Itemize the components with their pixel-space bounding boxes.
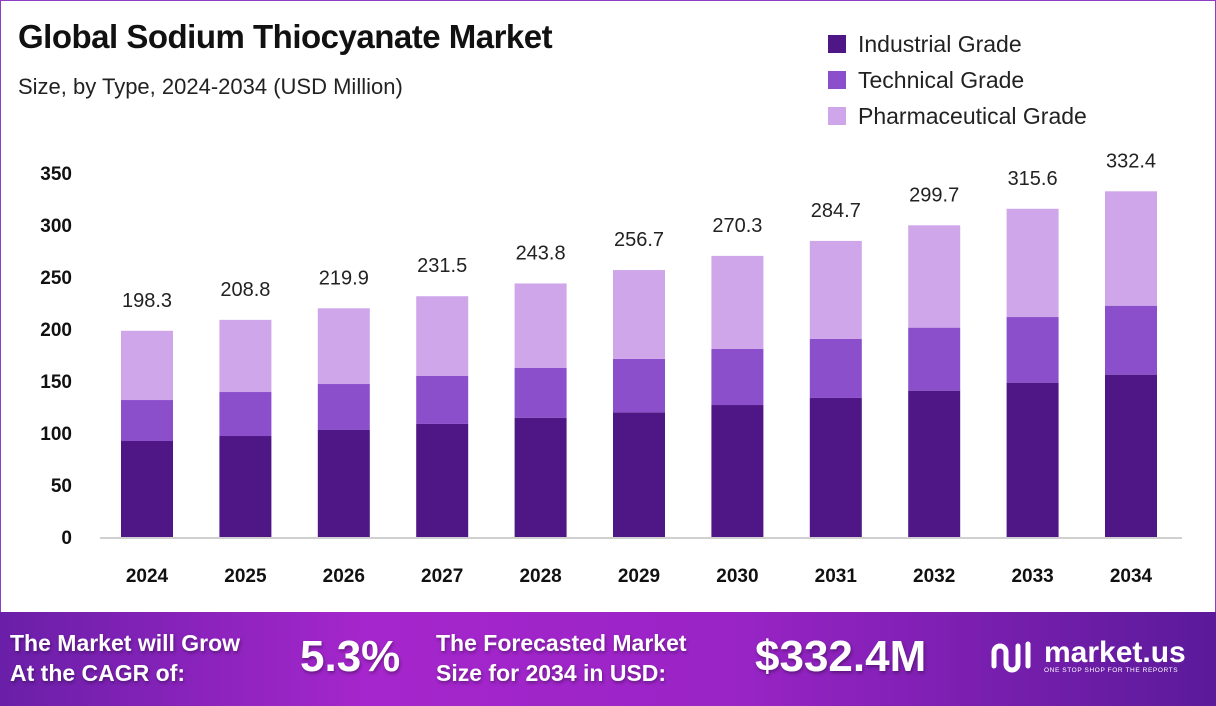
data-label-total: 284.7 [811,200,861,222]
bar-segment-technical-grade [908,327,961,391]
forecast-label-line1: The Forecasted Market [436,630,687,656]
bar-segment-technical-grade [613,358,665,413]
y-tick-label: 100 [40,424,72,445]
bar-segment-pharmaceutical-grade [1006,208,1059,318]
bar-segment-pharmaceutical-grade [711,255,764,349]
brand-logo: market.us ONE STOP SHOP FOR THE REPORTS [990,636,1186,676]
bar-segment-pharmaceutical-grade [1105,191,1157,306]
bar-segment-industrial-grade [613,412,665,537]
legend-swatch [828,35,846,53]
chart-title: Global Sodium Thiocyanate Market [18,18,553,55]
bar-segment-industrial-grade [1006,382,1059,537]
market-us-logo-icon [991,641,1031,673]
forecast-label-line2: Size for 2034 in USD: [436,660,667,686]
bar-segment-technical-grade [317,384,370,430]
bar-segment-industrial-grade [908,390,961,537]
data-label-total: 208.8 [220,279,270,301]
forecast-value: $332.4M [755,632,927,681]
data-label-total: 332.4 [1106,150,1156,172]
x-tick-label: 2031 [815,566,858,587]
data-label-total: 219.9 [319,267,369,289]
cagr-label-line1: The Market will Grow [10,630,241,656]
legend-label: Technical Grade [858,66,1025,93]
legend: Industrial Grade Technical Grade Pharmac… [828,26,1087,134]
data-label-total: 256.7 [614,229,664,251]
brand-tagline: ONE STOP SHOP FOR THE REPORTS [1044,666,1179,674]
bar-segment-industrial-grade [711,405,764,537]
x-tick-label: 2028 [519,566,561,587]
brand-name: market.us [1044,635,1186,669]
x-tick-label: 2026 [323,566,365,587]
forecast-label: The Forecasted Market Size for 2034 in U… [436,628,687,688]
bar-segment-industrial-grade [121,441,173,537]
data-label-total: 243.8 [516,242,566,264]
y-tick-label: 300 [40,216,72,237]
x-tick-label: 2034 [1110,566,1153,587]
bar-segment-technical-grade [219,392,272,437]
data-label-total: 299.7 [909,184,959,206]
bar-segment-technical-grade [1006,317,1059,383]
x-tick-label: 2030 [716,566,758,587]
y-tick-label: 50 [51,476,72,497]
x-tick-label: 2024 [126,566,169,587]
data-label-total: 270.3 [712,215,762,237]
bar-segment-technical-grade [121,400,173,442]
bar-segment-pharmaceutical-grade [317,308,370,385]
legend-swatch [828,71,846,89]
y-tick-label: 350 [40,164,72,185]
stacked-bar-chart: 0 50 100 150 200 250 300 350 198.3 2024 208.8 2025 2… [40,150,1182,587]
y-tick-label: 150 [40,372,72,393]
legend-label: Industrial Grade [858,30,1022,57]
cagr-value: 5.3% [300,632,401,681]
bar-segment-industrial-grade [809,397,862,537]
data-label-total: 231.5 [417,255,467,277]
bar-segment-pharmaceutical-grade [613,270,665,359]
data-label-total: 315.6 [1008,168,1058,190]
data-label-total: 198.3 [122,290,172,312]
bar-segment-pharmaceutical-grade [121,330,173,401]
legend-item-technical: Technical Grade [828,62,1087,98]
bar-segment-technical-grade [416,376,469,424]
bar-segment-industrial-grade [317,429,370,537]
bar-segment-technical-grade [1105,305,1157,375]
legend-swatch [828,107,846,125]
bar-segment-industrial-grade [219,436,272,537]
y-tick-label: 0 [61,528,72,549]
bar-segment-pharmaceutical-grade [514,283,567,368]
bar-segment-technical-grade [711,348,764,406]
chart-subtitle: Size, by Type, 2024-2034 (USD Million) [18,74,403,99]
legend-label: Pharmaceutical Grade [858,102,1087,129]
legend-item-pharmaceutical: Pharmaceutical Grade [828,98,1087,134]
bar-segment-industrial-grade [1105,374,1157,537]
bar-segment-pharmaceutical-grade [809,240,862,339]
y-tick-label: 250 [40,268,72,289]
bar-segment-pharmaceutical-grade [416,296,469,377]
bar-segment-technical-grade [514,368,567,418]
bar-segment-industrial-grade [514,417,567,537]
bar-segment-technical-grade [809,338,862,398]
cagr-label-line2: At the CAGR of: [10,660,186,686]
y-tick-label: 200 [40,320,72,341]
cagr-label: The Market will Grow At the CAGR of: [10,628,240,688]
x-tick-label: 2025 [224,566,267,587]
x-tick-label: 2029 [618,566,660,587]
bar-segment-industrial-grade [416,423,469,537]
x-tick-label: 2027 [421,566,463,587]
x-tick-label: 2032 [913,566,955,587]
legend-item-industrial: Industrial Grade [828,26,1087,62]
bar-segment-pharmaceutical-grade [219,319,272,393]
x-tick-label: 2033 [1011,566,1053,587]
footer-banner: The Market will Grow At the CAGR of: 5.3… [0,612,1216,706]
bar-segment-pharmaceutical-grade [908,225,961,328]
